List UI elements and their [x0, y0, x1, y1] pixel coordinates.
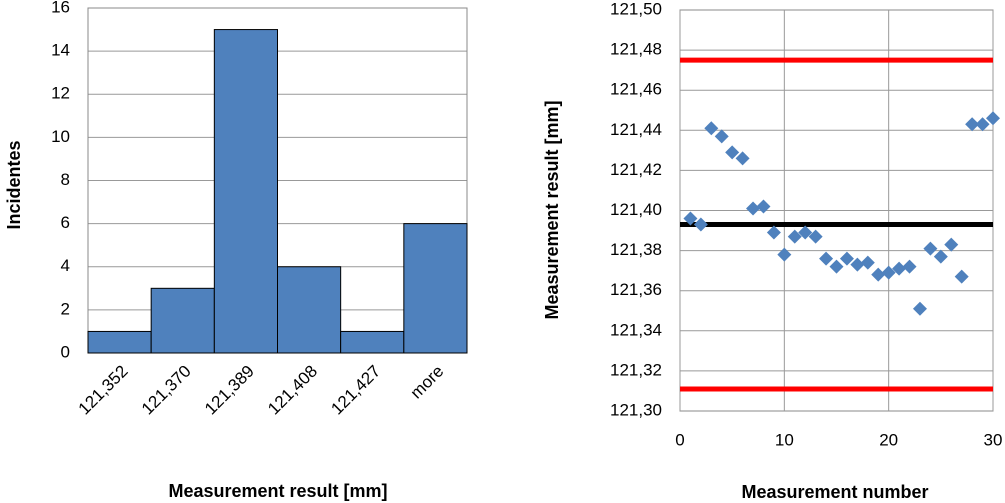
y-tick-label: 10 — [51, 127, 70, 146]
point — [965, 117, 980, 132]
point — [902, 259, 917, 274]
x-tick-label: 121,427 — [327, 362, 384, 419]
point — [839, 251, 854, 266]
x-tick-label: 10 — [775, 430, 794, 449]
y-tick-label: 121,46 — [610, 80, 662, 99]
point — [933, 249, 948, 264]
y-tick-label: 16 — [51, 0, 70, 16]
y-tick-label: 121,48 — [610, 40, 662, 59]
y-tick-label: 121,34 — [610, 320, 662, 339]
x-tick-label: 121,408 — [264, 362, 321, 419]
point — [944, 237, 959, 252]
point — [798, 225, 813, 240]
y-tick-label: 12 — [51, 84, 70, 103]
y-tick-label: 8 — [61, 170, 70, 189]
point — [787, 229, 802, 244]
y-tick-label: 2 — [61, 299, 70, 318]
point — [766, 225, 781, 240]
x-tick-label: more — [407, 362, 448, 403]
point — [777, 247, 792, 262]
y-tick-label: 121,30 — [610, 400, 662, 419]
y-tick-label: 121,38 — [610, 240, 662, 259]
y-tick-label: 121,50 — [610, 0, 662, 18]
point — [683, 211, 698, 226]
bar — [213, 29, 278, 354]
point — [860, 255, 875, 270]
y-tick-label: 121,42 — [610, 160, 662, 179]
point — [714, 129, 729, 144]
point — [986, 111, 1000, 126]
bar — [150, 287, 215, 354]
y-tick-label: 0 — [61, 342, 70, 361]
x-tick-label: 121,352 — [75, 362, 132, 419]
x-axis-title: Measurement result [mm] — [168, 481, 387, 501]
point — [756, 199, 771, 214]
point — [819, 251, 834, 266]
y-tick-label: 121,40 — [610, 200, 662, 219]
point — [808, 229, 823, 244]
point — [693, 217, 708, 232]
point — [704, 121, 719, 136]
y-tick-label: 121,44 — [610, 120, 662, 139]
y-tick-label: 14 — [51, 41, 70, 60]
y-tick-label: 121,32 — [610, 360, 662, 379]
bar — [340, 330, 405, 354]
point — [725, 145, 740, 160]
point — [923, 241, 938, 256]
point — [912, 301, 927, 316]
point — [954, 269, 969, 284]
y-tick-label: 6 — [61, 213, 70, 232]
y-axis-title: Measurement result [mm] — [542, 100, 562, 319]
point — [892, 261, 907, 276]
point — [829, 259, 844, 274]
point — [871, 267, 886, 282]
bar — [403, 223, 468, 354]
x-tick-label: 121,370 — [138, 362, 195, 419]
y-tick-label: 121,36 — [610, 280, 662, 299]
x-tick-label: 0 — [675, 430, 684, 449]
bar — [277, 266, 342, 354]
point — [735, 151, 750, 166]
point — [850, 257, 865, 272]
point — [881, 265, 896, 280]
y-axis-title: Incidentes — [4, 140, 24, 229]
x-axis-title: Measurement number — [741, 482, 928, 502]
x-tick-label: 30 — [984, 430, 1003, 449]
bar — [87, 330, 152, 354]
y-tick-label: 4 — [61, 256, 70, 275]
point — [975, 117, 990, 132]
point — [746, 201, 761, 216]
x-tick-label: 20 — [879, 430, 898, 449]
x-tick-label: 121,389 — [201, 362, 258, 419]
